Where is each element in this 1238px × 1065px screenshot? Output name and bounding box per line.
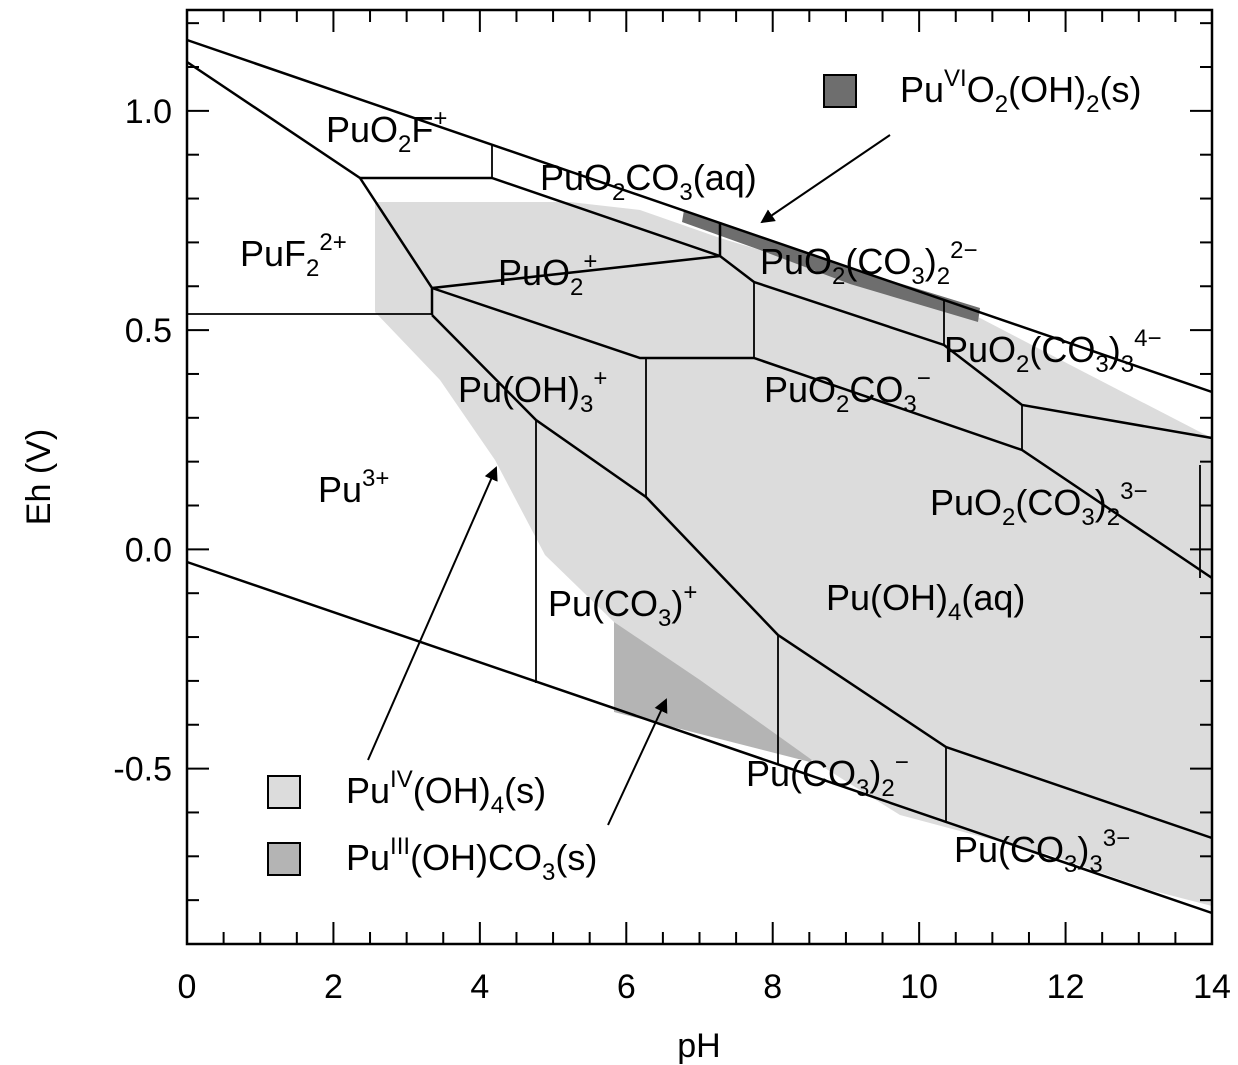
label-puf2: PuF22+ <box>240 229 347 282</box>
arrow-puiii <box>607 698 668 826</box>
label-puo2co3aq: PuO2CO3(aq) <box>540 157 757 206</box>
x-tick-label: 14 <box>1193 968 1231 1006</box>
arrow-puiv <box>367 466 498 761</box>
label-puo2co3m: PuO2CO3− <box>764 365 931 418</box>
y-tick-label: -0.5 <box>113 751 172 789</box>
x-tick-labels: 0 2 4 6 8 10 12 14 <box>178 968 1231 1006</box>
legend-swatch-puiii <box>267 842 301 876</box>
x-tick-label: 0 <box>178 968 197 1006</box>
x-tick-label: 6 <box>617 968 636 1006</box>
label-puoh3: Pu(OH)3+ <box>458 365 607 418</box>
boundary-pu3-upper <box>186 60 434 315</box>
label-puco3-3: Pu(CO3)33− <box>954 825 1130 878</box>
y-tick-label: 0.5 <box>125 312 172 350</box>
y-tick-label: 1.0 <box>125 93 172 131</box>
water-upper-limit <box>186 38 1213 394</box>
label-puo2co3-2-2: PuO2(CO3)22− <box>760 237 978 290</box>
boundary-puoh3-lower <box>431 314 1213 840</box>
label-puco3-2: Pu(CO3)2− <box>746 749 909 802</box>
x-tick-label: 2 <box>324 968 343 1006</box>
y-tick-label: 0.0 <box>125 531 172 569</box>
x-axis-title: pH <box>677 1027 720 1065</box>
puvi-o2oh2-solid-field <box>682 210 980 322</box>
label-puco3: Pu(CO3)+ <box>548 579 697 632</box>
label-puo2co3-2-3: PuO2(CO3)23− <box>930 478 1148 531</box>
x-tick-label: 12 <box>1047 968 1085 1006</box>
species-labels: PuO2F+ PuF22+ PuO2CO3(aq) PuO2+ PuO2(CO3… <box>240 105 1162 878</box>
x-tick-label: 4 <box>470 968 489 1006</box>
label-puo2co3-3-4: PuO2(CO3)34− <box>944 325 1162 378</box>
y-tick-labels: 1.0 0.5 0.0 -0.5 <box>113 93 172 789</box>
legend-label-puvi: PuVIO2(OH)2(s) <box>900 65 1141 118</box>
legend: PuVIO2(OH)2(s) PuIV(OH)4(s) PuIII(OH)CO3… <box>267 65 1141 886</box>
label-puo2: PuO2+ <box>498 248 597 301</box>
legend-swatch-puvi <box>823 74 857 108</box>
x-tick-label: 10 <box>900 968 938 1006</box>
legend-label-puiv: PuIV(OH)4(s) <box>346 766 546 819</box>
stability-boundaries <box>186 38 1213 915</box>
y-axis-title: Eh (V) <box>20 429 58 525</box>
x-tick-label: 8 <box>763 968 782 1006</box>
arrow-puvi <box>760 134 891 224</box>
puiv-oh4-solid-field <box>375 202 1212 906</box>
boundary-puo2co3-aq <box>431 254 1213 440</box>
legend-label-puiii: PuIII(OH)CO3(s) <box>346 833 597 886</box>
legend-swatch-puiv <box>267 775 301 809</box>
puiii-ohco3-solid-field <box>614 622 812 762</box>
water-lower-limit <box>186 560 1213 915</box>
label-puo2f: PuO2F+ <box>326 105 447 158</box>
label-pu3: Pu3+ <box>318 465 389 510</box>
label-puoh4aq: Pu(OH)4(aq) <box>826 577 1025 626</box>
